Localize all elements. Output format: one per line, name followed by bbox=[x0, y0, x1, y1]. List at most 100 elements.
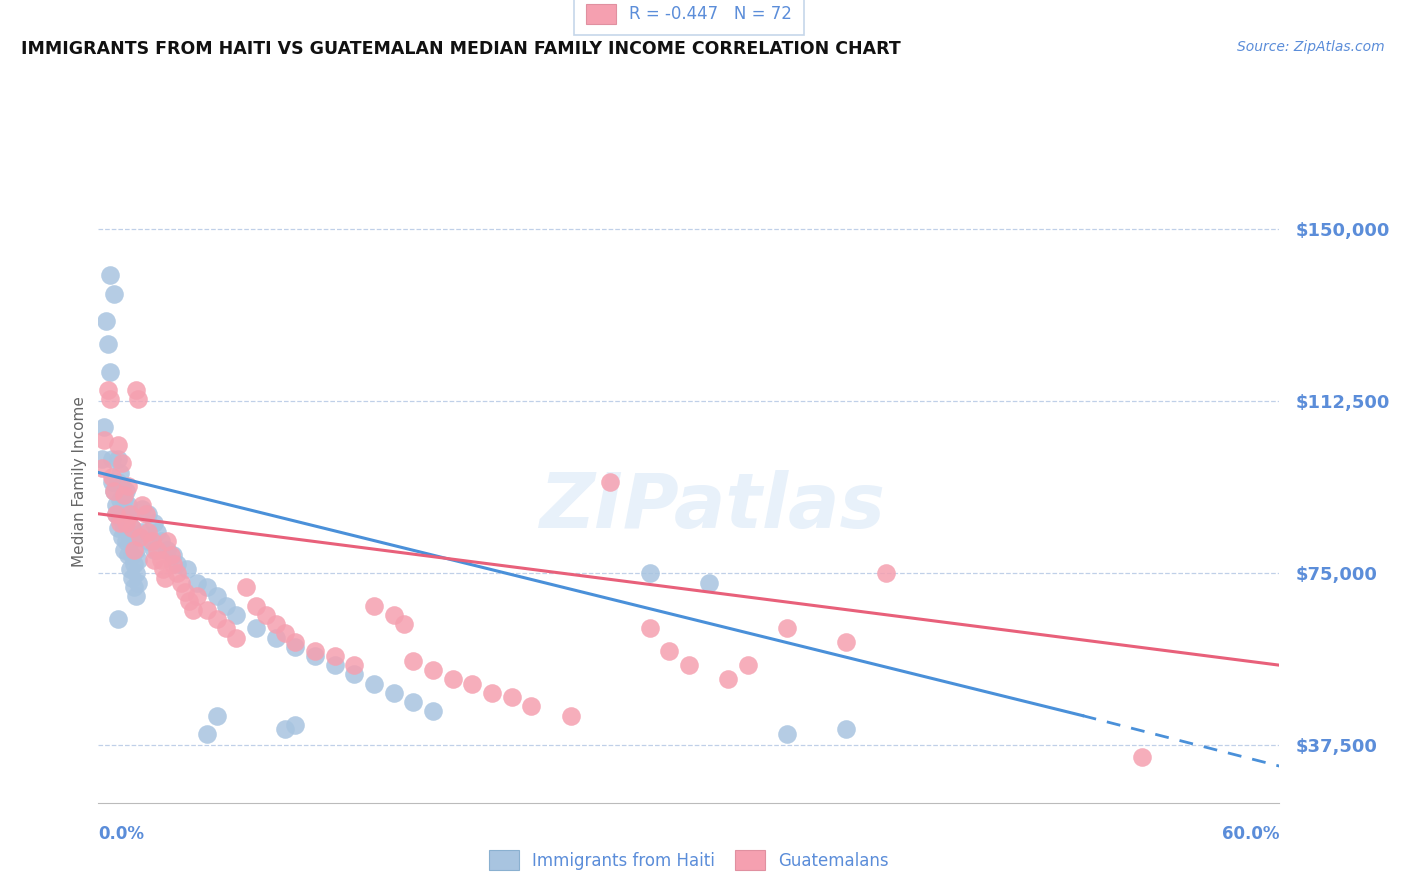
Point bbox=[117, 525, 139, 540]
Point bbox=[284, 640, 307, 654]
Point bbox=[131, 498, 153, 512]
Point bbox=[195, 580, 218, 594]
Text: 60.0%: 60.0% bbox=[1222, 825, 1279, 843]
Point bbox=[155, 571, 177, 585]
Point bbox=[638, 566, 661, 581]
Point bbox=[323, 658, 346, 673]
Point bbox=[150, 534, 173, 549]
Point bbox=[136, 534, 159, 549]
Point bbox=[363, 676, 385, 690]
Point bbox=[150, 552, 173, 566]
Text: Source: ZipAtlas.com: Source: ZipAtlas.com bbox=[1237, 40, 1385, 54]
Point bbox=[717, 672, 740, 686]
Point bbox=[697, 575, 720, 590]
Point bbox=[121, 520, 143, 534]
Point bbox=[115, 534, 138, 549]
Point bbox=[105, 498, 128, 512]
Point bbox=[117, 498, 139, 512]
Point bbox=[136, 507, 159, 521]
Point bbox=[98, 365, 121, 379]
Point bbox=[166, 558, 188, 572]
Point bbox=[96, 314, 118, 328]
Point bbox=[156, 534, 179, 549]
Point bbox=[121, 520, 143, 534]
Point bbox=[121, 571, 143, 585]
Point bbox=[127, 575, 149, 590]
Point bbox=[125, 383, 148, 397]
Point bbox=[122, 530, 145, 544]
Point bbox=[122, 558, 145, 572]
Point bbox=[112, 543, 135, 558]
Point bbox=[560, 708, 582, 723]
Point bbox=[118, 507, 141, 521]
Point bbox=[343, 667, 366, 681]
Point bbox=[131, 525, 153, 540]
Point bbox=[98, 392, 121, 406]
Point bbox=[105, 507, 128, 521]
Point bbox=[737, 658, 759, 673]
Point bbox=[835, 635, 858, 649]
Point bbox=[118, 534, 141, 549]
Point bbox=[101, 475, 124, 489]
Point bbox=[284, 718, 307, 732]
Point bbox=[101, 470, 124, 484]
Point bbox=[875, 566, 897, 581]
Point bbox=[1130, 750, 1153, 764]
Point bbox=[108, 516, 131, 530]
Point bbox=[678, 658, 700, 673]
Point bbox=[264, 616, 287, 631]
Point bbox=[117, 479, 139, 493]
Point bbox=[181, 603, 204, 617]
Point bbox=[658, 644, 681, 658]
Point bbox=[402, 695, 425, 709]
Point bbox=[186, 575, 208, 590]
Point bbox=[776, 622, 799, 636]
Point bbox=[98, 268, 121, 283]
Legend: Immigrants from Haiti, Guatemalans: Immigrants from Haiti, Guatemalans bbox=[481, 842, 897, 878]
Point bbox=[91, 451, 114, 466]
Point bbox=[599, 475, 621, 489]
Text: IMMIGRANTS FROM HAITI VS GUATEMALAN MEDIAN FAMILY INCOME CORRELATION CHART: IMMIGRANTS FROM HAITI VS GUATEMALAN MEDI… bbox=[21, 40, 901, 58]
Point bbox=[162, 548, 184, 562]
Point bbox=[115, 511, 138, 525]
Point bbox=[166, 566, 188, 581]
Point bbox=[93, 419, 115, 434]
Point bbox=[131, 502, 153, 516]
Point bbox=[520, 699, 543, 714]
Point bbox=[118, 562, 141, 576]
Point bbox=[146, 525, 169, 540]
Point bbox=[441, 672, 464, 686]
Point bbox=[422, 663, 444, 677]
Point bbox=[205, 708, 228, 723]
Point bbox=[107, 438, 129, 452]
Point bbox=[142, 543, 165, 558]
Point bbox=[152, 562, 174, 576]
Point bbox=[245, 599, 267, 613]
Point bbox=[343, 658, 366, 673]
Point bbox=[125, 566, 148, 581]
Point bbox=[195, 727, 218, 741]
Point bbox=[402, 654, 425, 668]
Point bbox=[170, 575, 193, 590]
Point bbox=[91, 461, 114, 475]
Point bbox=[776, 727, 799, 741]
Point bbox=[481, 686, 503, 700]
Point bbox=[141, 534, 163, 549]
Point bbox=[392, 616, 415, 631]
Point bbox=[115, 516, 138, 530]
Point bbox=[195, 603, 218, 617]
Point bbox=[118, 507, 141, 521]
Point bbox=[160, 548, 183, 562]
Point bbox=[135, 507, 157, 521]
Point bbox=[205, 590, 228, 604]
Point bbox=[127, 552, 149, 566]
Point bbox=[274, 626, 297, 640]
Point bbox=[382, 686, 405, 700]
Point bbox=[108, 511, 131, 525]
Point bbox=[363, 599, 385, 613]
Point bbox=[107, 475, 129, 489]
Point bbox=[107, 612, 129, 626]
Text: 0.0%: 0.0% bbox=[98, 825, 145, 843]
Point bbox=[125, 590, 148, 604]
Point bbox=[122, 580, 145, 594]
